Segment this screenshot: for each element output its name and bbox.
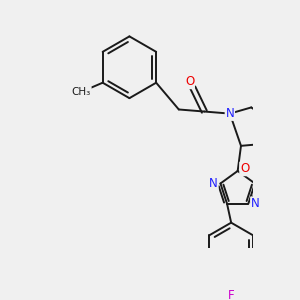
Text: O: O [185, 75, 194, 88]
Text: F: F [228, 289, 235, 300]
Text: N: N [226, 107, 234, 120]
Text: O: O [240, 162, 249, 176]
Text: N: N [209, 177, 218, 190]
Text: CH₃: CH₃ [72, 87, 91, 97]
Text: N: N [251, 197, 260, 210]
